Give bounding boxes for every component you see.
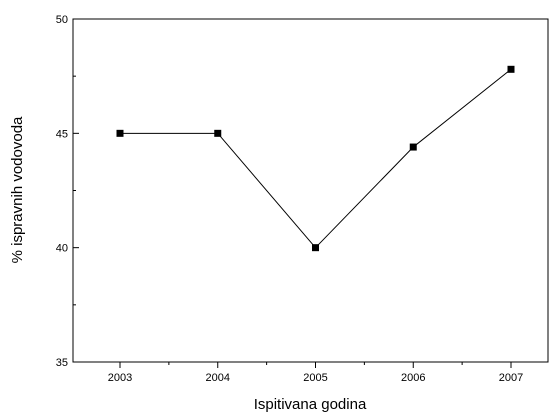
y-tick-label: 35 — [56, 357, 68, 369]
x-tick-label: 2007 — [499, 372, 523, 384]
x-tick-label: 2003 — [108, 372, 132, 384]
data-point — [507, 65, 515, 73]
x-tick-label: 2005 — [303, 372, 327, 384]
x-tick-label: 2004 — [206, 372, 230, 384]
data-point — [214, 129, 222, 137]
y-axis-ticks: 35 40 45 50 — [56, 14, 79, 369]
plot-frame — [72, 18, 549, 363]
y-tick-label: 50 — [56, 14, 68, 26]
data-point — [116, 129, 124, 137]
x-tick-label: 2006 — [401, 372, 425, 384]
series-line — [120, 68, 512, 249]
x-axis-title: Ispitivana godina — [254, 396, 367, 413]
data-point — [409, 143, 417, 151]
y-axis-title: % ispravnih vodovoda — [9, 116, 26, 263]
y-tick-label: 40 — [56, 243, 68, 255]
series-layer — [116, 65, 515, 252]
y-tick-label: 45 — [56, 128, 68, 140]
data-point — [312, 244, 319, 252]
x-axis-ticks: 2003 2004 2005 2006 2007 — [108, 362, 523, 384]
